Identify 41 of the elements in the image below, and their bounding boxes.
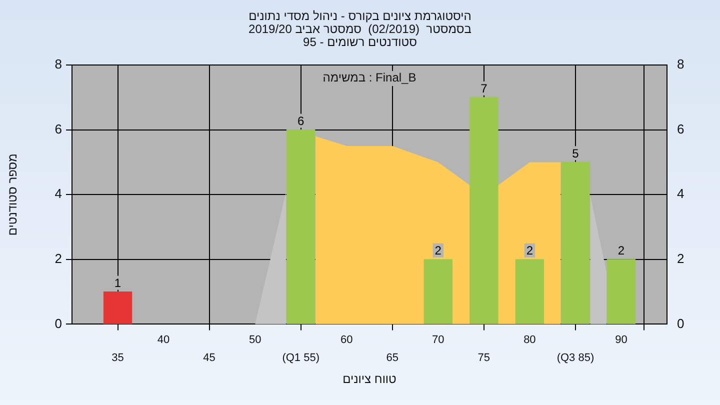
data-label: 5 (572, 146, 580, 161)
y-tick-label: 8 (54, 56, 62, 72)
bar (424, 259, 452, 324)
bar (470, 97, 498, 324)
x-tick-label: 60 (340, 334, 353, 346)
x-tick-label: 70 (432, 334, 444, 346)
y2-tick-label: 4 (677, 186, 684, 202)
annotation: במשימה : Final_B (322, 70, 416, 84)
y2-tick-label: 6 (677, 121, 684, 136)
data-label: 1 (114, 276, 122, 290)
y-tick-label: 4 (54, 186, 62, 202)
x-tick-label: 50 (248, 334, 262, 346)
data-label: 7 (480, 82, 488, 96)
chart-subtitle: בסמסטר (02/2019) סמסטר אביב 2019/20 סטודנטים רשומים - 95 (248, 22, 472, 49)
x-axis-title: טווח ציונים (342, 372, 397, 386)
x-tick-label: 90 (615, 334, 628, 346)
x2-tick-label: 45 (203, 352, 216, 364)
data-label: 6 (298, 114, 304, 128)
bar (561, 162, 590, 324)
x2-tick-label: (Q1 55) (282, 352, 320, 364)
y2-tick-label: 8 (677, 56, 684, 72)
bar (606, 259, 636, 324)
bar (515, 259, 544, 324)
x2-tick-label: 75 (478, 352, 490, 364)
data-label: 2 (526, 244, 534, 258)
y2-tick-label: 2 (677, 250, 684, 266)
x2-tick-label: (Q3 85) (556, 352, 594, 364)
y-tick-label: 6 (54, 121, 62, 136)
x2-tick-label: 35 (112, 352, 124, 364)
y-axis-title: מספר סטודנטים (6, 154, 20, 236)
y2-tick-label: 0 (677, 316, 684, 331)
data-label: 2 (618, 244, 625, 258)
chart-title: היסטוגרמת ציונים בקורס - ניהול מסדי נתונים (248, 9, 472, 23)
bar (103, 291, 132, 324)
y-tick-label: 0 (54, 316, 62, 331)
data-label: 2 (434, 244, 442, 258)
x2-tick-label: 65 (386, 352, 399, 364)
x-tick-label: 40 (157, 334, 170, 346)
bar (286, 129, 316, 324)
y-tick-label: 2 (54, 250, 62, 266)
x-tick-label: 80 (524, 334, 536, 346)
